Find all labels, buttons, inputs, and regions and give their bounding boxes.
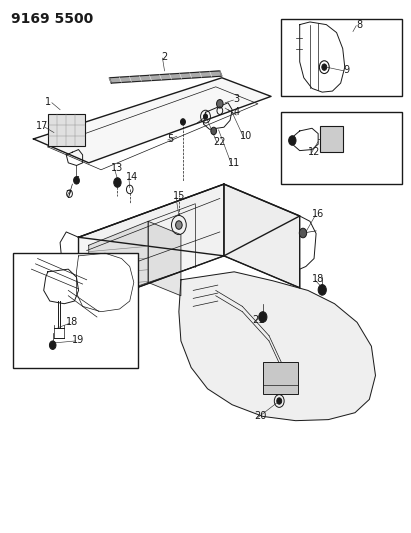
Circle shape [259,312,267,322]
Circle shape [49,341,56,350]
Text: 13: 13 [111,163,124,173]
Bar [48,115,85,147]
Bar [263,362,298,394]
Text: 20: 20 [254,411,267,422]
Bar [13,253,138,368]
Text: 10: 10 [240,131,253,141]
Text: 17: 17 [35,121,48,131]
Circle shape [74,176,79,184]
Text: 15: 15 [173,191,185,201]
Text: 11: 11 [228,158,240,168]
Circle shape [318,285,326,295]
Polygon shape [179,272,376,421]
Text: 18: 18 [312,274,324,284]
Circle shape [175,221,182,229]
Text: 21: 21 [253,314,265,325]
Text: 2: 2 [162,52,168,61]
Text: 9169 5500: 9169 5500 [11,12,93,27]
Circle shape [299,228,307,238]
Text: 12: 12 [308,147,320,157]
Text: 22: 22 [214,136,226,147]
Text: 4: 4 [233,107,239,117]
Circle shape [217,100,223,108]
Text: 3: 3 [233,94,239,104]
Text: 5: 5 [168,134,174,144]
Polygon shape [33,78,271,163]
Polygon shape [300,22,345,92]
Text: 18: 18 [66,317,79,327]
Circle shape [180,119,185,125]
Polygon shape [224,184,300,288]
Text: 7: 7 [65,190,72,200]
Text: 8: 8 [356,20,362,30]
Circle shape [289,136,296,146]
Polygon shape [148,221,181,296]
Circle shape [322,64,327,70]
Text: 14: 14 [126,172,138,182]
Circle shape [277,398,282,404]
Text: 1: 1 [45,96,51,107]
Polygon shape [89,221,148,304]
Bar [320,126,343,152]
Polygon shape [293,128,318,151]
Circle shape [114,177,121,187]
Bar [281,112,402,184]
Text: 19: 19 [72,335,85,345]
Polygon shape [79,184,224,309]
Bar [281,19,402,96]
Circle shape [211,127,217,135]
Circle shape [203,114,208,119]
Polygon shape [44,269,79,304]
Polygon shape [76,253,134,312]
Text: 6: 6 [74,176,80,187]
Polygon shape [109,71,222,83]
Text: 9: 9 [344,65,350,75]
Text: 16: 16 [312,209,324,220]
Polygon shape [79,184,300,256]
